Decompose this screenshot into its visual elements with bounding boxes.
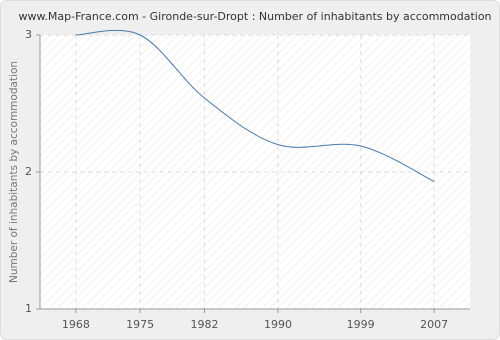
x-tick-label: 1975 [126, 318, 154, 331]
x-tick-label: 2007 [420, 318, 448, 331]
y-tick-label: 3 [25, 28, 32, 41]
x-tick-label: 1999 [347, 318, 375, 331]
x-tick-label: 1990 [264, 318, 292, 331]
y-tick-label: 1 [25, 302, 32, 315]
y-tick-label: 2 [25, 165, 32, 178]
y-axis-label: Number of inhabitants by accommodation [8, 61, 20, 283]
chart-title: www.Map-France.com - Gironde-sur-Dropt :… [18, 10, 491, 23]
plot-area [40, 35, 470, 309]
x-tick-label: 1982 [190, 318, 218, 331]
x-tick-label: 1968 [62, 318, 90, 331]
line [75, 29, 435, 183]
